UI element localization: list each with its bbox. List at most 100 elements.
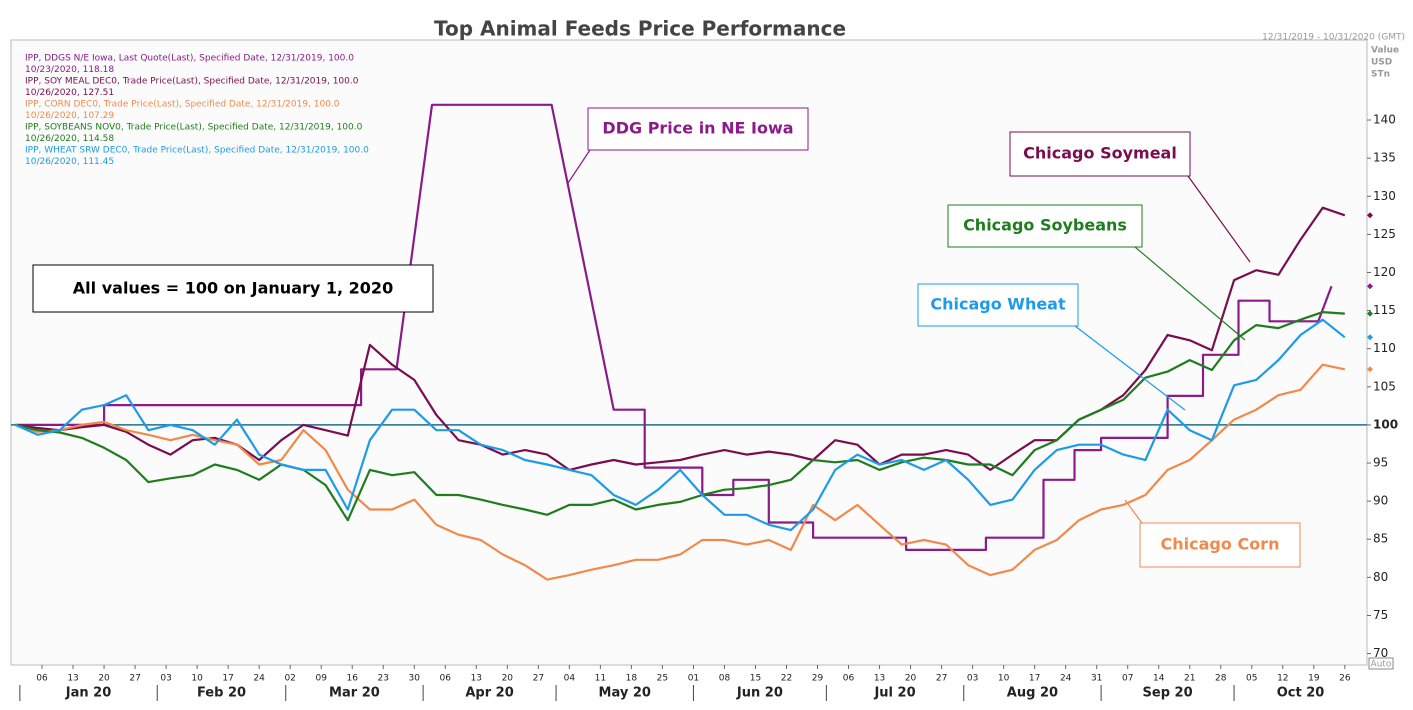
y-tick-label: 135: [1373, 151, 1396, 165]
y-tick-label: 100: [1373, 417, 1398, 431]
y-tick-label: 75: [1373, 608, 1388, 622]
y-tick-label: 85: [1373, 532, 1388, 546]
callout-leader: [567, 149, 591, 184]
x-tick-label: 30: [409, 674, 421, 684]
x-tick-label: 17: [1029, 674, 1040, 684]
month-label: Jan 20: [65, 686, 111, 701]
x-tick-label: 01: [688, 674, 699, 684]
y-axis-label: STn: [1371, 70, 1390, 80]
x-tick-label: 08: [719, 674, 731, 684]
y-tick-label: 90: [1373, 494, 1388, 508]
x-tick-label: 11: [595, 674, 606, 684]
x-tick-label: 05: [1246, 674, 1257, 684]
legend-last-quote: 10/23/2020, 118.18: [25, 65, 114, 75]
series-line: [15, 311, 1345, 522]
last-value-marker: [1367, 283, 1373, 290]
series-line: [15, 363, 1346, 581]
x-tick-label: 29: [812, 674, 824, 684]
x-tick-label: 27: [129, 674, 140, 684]
x-tick-label: 07: [1122, 674, 1133, 684]
month-label: Jun 20: [736, 686, 783, 701]
last-value-marker: [1367, 366, 1373, 373]
x-tick-label: 24: [253, 674, 265, 684]
auto-button[interactable]: [1368, 657, 1394, 670]
callout-label: DDG Price in NE Iowa: [602, 119, 793, 138]
y-axis-label: Value: [1371, 46, 1399, 56]
legend-last-quote: 10/26/2020, 127.51: [25, 88, 114, 98]
last-value-marker: [1367, 310, 1373, 317]
series-line: [14, 318, 1346, 532]
month-label: May 20: [599, 686, 651, 701]
legend-last-quote: 10/26/2020, 107.29: [25, 111, 114, 121]
y-tick-label: 110: [1373, 341, 1396, 355]
x-tick-label: 15: [750, 674, 761, 684]
callout-box: [587, 107, 809, 151]
callout-label: Chicago Wheat: [930, 295, 1066, 314]
callout-box: [947, 204, 1143, 248]
x-tick-label: 17: [222, 674, 233, 684]
x-tick-label: 12: [1277, 674, 1288, 684]
x-tick-label: 26: [1339, 674, 1351, 684]
callout-leader: [1187, 175, 1251, 263]
auto-button-label[interactable]: Auto: [1371, 660, 1392, 670]
chart-body: 70 75 80 85 90 95 10 01 05 110 115 120 125 130 135 140 V…: [11, 46, 1399, 701]
month-label: Jul 20: [873, 686, 915, 701]
x-tick-label: 06: [440, 674, 452, 684]
note-box: [32, 264, 434, 313]
legend-entry: IPP, CORN DEC0, Trade Price(Last), Speci…: [25, 100, 340, 110]
callout-label: Chicago Soymeal: [1023, 144, 1177, 163]
legend-entry: IPP, SOYBEANS NOV0, Trade Price(Last), S…: [25, 123, 363, 133]
y-tick-label: 95: [1373, 456, 1388, 470]
callout-leader: [1074, 325, 1186, 411]
y-tick-label: 70: [1373, 646, 1388, 660]
x-tick-label: 09: [315, 674, 327, 684]
month-label: Apr 20: [465, 686, 513, 701]
x-tick-label: 14: [1153, 674, 1165, 684]
x-tick-label: 03: [160, 674, 171, 684]
callout-leader: [1134, 246, 1246, 341]
x-tick-label: 02: [284, 674, 295, 684]
x-tick-label: 10: [998, 674, 1010, 684]
x-tick-label: 10: [191, 674, 203, 684]
y-tick-label: 140: [1373, 113, 1396, 127]
callout-box: [917, 283, 1079, 327]
y-axis-label: USD: [1371, 58, 1392, 68]
x-tick-label: 22: [781, 674, 792, 684]
y-tick-label: 125: [1373, 227, 1396, 241]
x-tick-label: 13: [874, 674, 885, 684]
last-value-marker: [1367, 212, 1373, 219]
legend-last-quote: 10/26/2020, 111.45: [25, 157, 114, 167]
date-range: 12/31/2019 - 10/31/2020 (GMT): [1262, 33, 1405, 43]
callout-label: Chicago Corn: [1161, 535, 1280, 554]
y-tick-label: 120: [1373, 265, 1396, 279]
x-tick-label: 21: [1184, 674, 1195, 684]
x-tick-label: 27: [936, 674, 947, 684]
x-tick-label: 20: [502, 674, 514, 684]
chart-title: Top Animal Feeds Price Performance: [434, 17, 846, 41]
callout-box: [1139, 522, 1301, 568]
x-tick-label: 06: [843, 674, 855, 684]
y-tick-label: 115: [1373, 303, 1396, 317]
x-tick-label: 31: [1091, 674, 1102, 684]
last-value-marker: [1367, 334, 1373, 341]
legend-entry: IPP, DDGS N/E Iowa, Last Quote(Last), Sp…: [25, 54, 354, 64]
x-tick-label: 04: [564, 674, 576, 684]
x-tick-label: 28: [1215, 674, 1227, 684]
y-tick-label: 130: [1373, 189, 1396, 203]
legend-entry: IPP, SOY MEAL DEC0, Trade Price(Last), S…: [25, 77, 359, 87]
x-tick-label: 24: [1060, 674, 1072, 684]
x-tick-label: 23: [378, 674, 389, 684]
month-label: Mar 20: [329, 686, 380, 701]
month-label: Aug 20: [1007, 686, 1058, 701]
month-label: Feb 20: [197, 686, 246, 701]
callout-leader: [1124, 499, 1143, 524]
x-tick-label: 20: [905, 674, 917, 684]
callout-label: Chicago Soybeans: [963, 216, 1127, 235]
x-tick-label: 13: [67, 674, 78, 684]
x-tick-label: 18: [626, 674, 638, 684]
y-tick-label: 80: [1373, 570, 1388, 584]
x-tick-label: 16: [346, 674, 358, 684]
x-tick-label: 06: [36, 674, 48, 684]
note: All values = 100 on January 1, 2020: [73, 279, 393, 298]
